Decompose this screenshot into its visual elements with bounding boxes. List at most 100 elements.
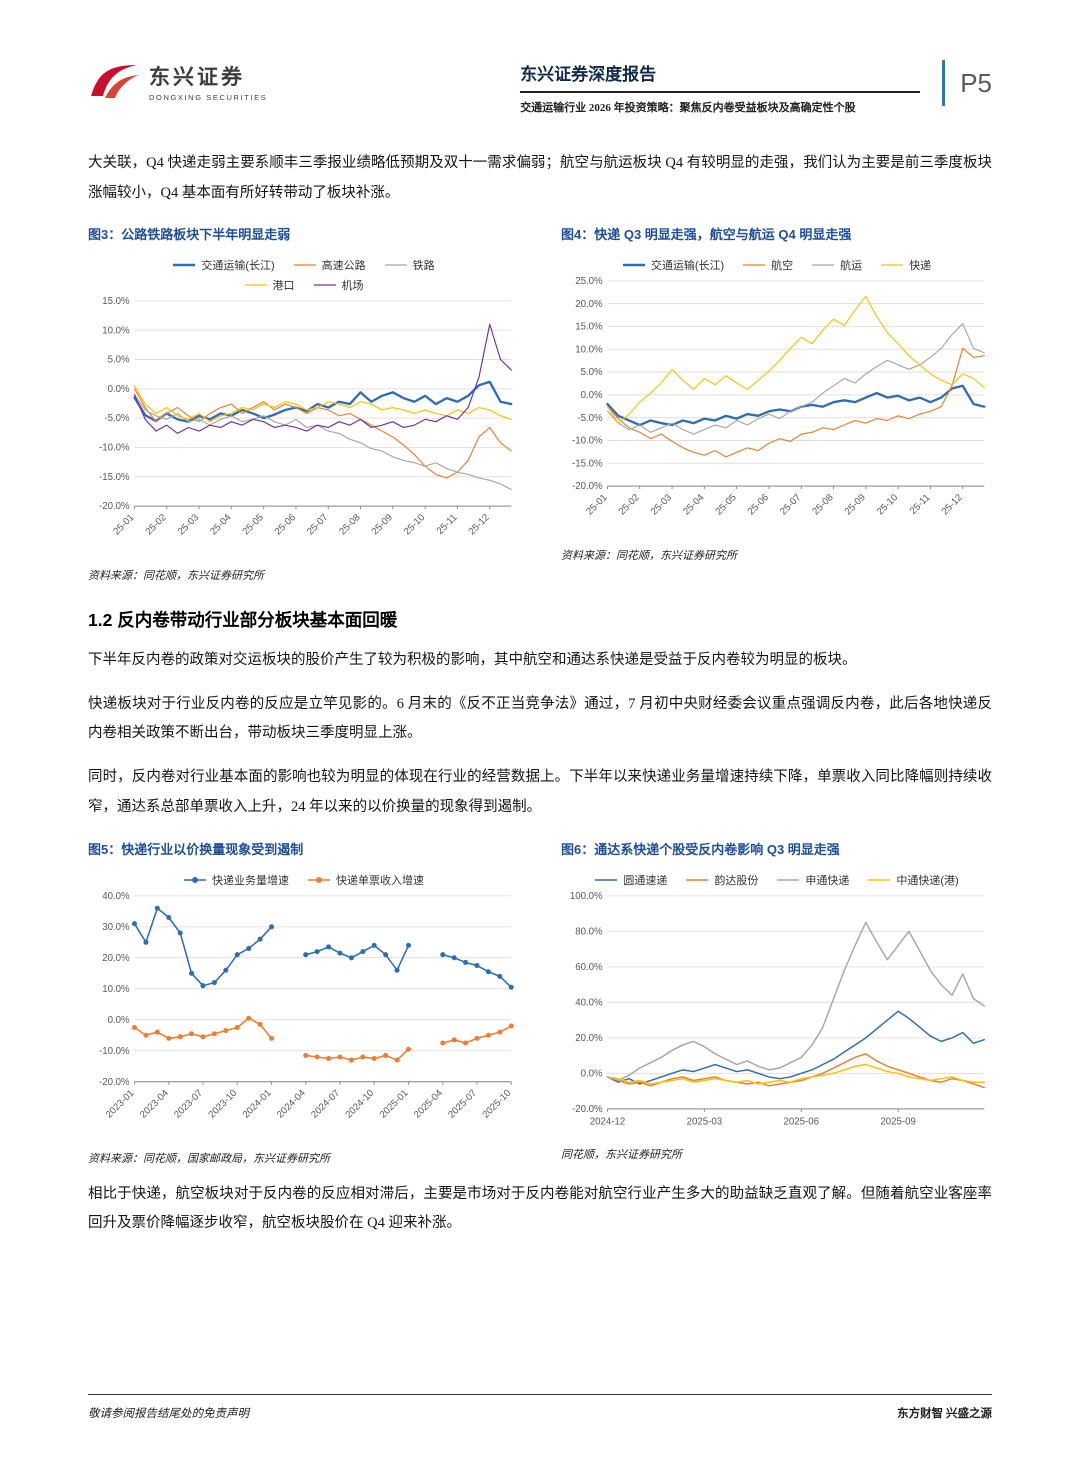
legend-item: 快递业务量增速 (183, 872, 289, 888)
legend-line-icon (184, 876, 206, 883)
chart-svg: -20.0% -15.0% -10.0% -5.0% 0.0% 5.0% 10.0% 15.0… (572, 276, 986, 518)
svg-text:2024-04: 2024-04 (275, 1087, 308, 1120)
legend-label: 交通运输(长江) (201, 260, 275, 273)
figure-5: 图5：快递行业以价换量现象受到遏制 快递业务量增速 快递单票收入增速 -20.0%… (88, 839, 519, 1166)
figure-5-source: 资料来源：同花顺，国家邮政局，东兴证券研究所 (88, 1152, 330, 1165)
page-footer: 敬请参阅报告结尾处的免责声明 东方财智 兴盛之源 (88, 1394, 992, 1421)
figure-4-title: 图4：快递 Q3 明显走强，航空与航运 Q4 明显走强 (561, 227, 852, 243)
svg-text:25-08: 25-08 (337, 513, 362, 538)
dongxing-logo: 东兴证券 DONGXING SECURITIES (88, 60, 267, 102)
svg-text:25-07: 25-07 (778, 493, 803, 518)
svg-text:-10.0%: -10.0% (99, 443, 130, 454)
legend-item: 快递单票收入增速 (307, 872, 424, 888)
svg-text:2025-03: 2025-03 (687, 1116, 723, 1127)
legend-line-icon (881, 264, 904, 267)
svg-text:2023-01: 2023-01 (104, 1087, 137, 1120)
legend-item: 港口 (244, 277, 295, 293)
legend-line-icon (812, 264, 835, 267)
section-heading-1-2: 1.2 反内卷带动行业部分板块基本面回暖 (88, 610, 398, 630)
svg-text:25-10: 25-10 (875, 493, 900, 518)
svg-text:2024-07: 2024-07 (309, 1087, 342, 1120)
legend-item: 交通运输(长江) (172, 257, 275, 273)
svg-text:25-04: 25-04 (208, 512, 234, 538)
svg-text:2025-04: 2025-04 (412, 1087, 445, 1120)
report-title-block: 东兴证券深度报告 交通运输行业 2026 年投资策略：聚焦反内卷受益板块及高确定… (520, 60, 921, 115)
svg-text:-20.0%: -20.0% (572, 1104, 603, 1115)
svg-text:25-03: 25-03 (176, 513, 201, 538)
svg-text:-15.0%: -15.0% (572, 459, 603, 470)
svg-text:0.0%: 0.0% (581, 390, 603, 401)
paragraph: 快递板块对于行业反内卷的反应是立竿见影的。6 月末的《反不正当竞争法》通过，7 … (88, 695, 992, 742)
svg-text:15.0%: 15.0% (575, 322, 603, 333)
svg-text:-10.0%: -10.0% (99, 1045, 130, 1056)
figure-5-line-chart: -20.0% -10.0% 0.0% 10.0% 20.0% 30.0% 40.0% 2023… (88, 890, 519, 1138)
page-header: 东兴证券 DONGXING SECURITIES 东兴证券深度报告 交通运输行业… (88, 60, 992, 115)
svg-text:25-12: 25-12 (467, 513, 492, 538)
svg-text:25-02: 25-02 (617, 493, 642, 518)
svg-text:-5.0%: -5.0% (577, 413, 603, 424)
svg-text:0.0%: 0.0% (108, 384, 130, 395)
chart-svg: -20.0% 0.0% 20.0% 40.0% 60.0% 80.0% 100.0% 2024… (570, 891, 985, 1127)
legend-label: 快递 (909, 260, 932, 273)
legend-line-icon (595, 878, 618, 881)
legend-label: 高速公路 (321, 260, 366, 273)
figure-3-line-chart: -20.0% -15.0% -10.0% -5.0% 0.0% 5.0% 10.0% 15.0… (88, 295, 519, 555)
figure-3-title: 图3：公路铁路板块下半年明显走弱 (88, 227, 291, 243)
svg-text:-10.0%: -10.0% (572, 436, 603, 447)
svg-text:-20.0%: -20.0% (99, 502, 130, 513)
paragraph: 大关联，Q4 快递走弱主要系顺丰三季报业绩略低预期及双十一需求偏弱；航空与航运板… (88, 155, 993, 201)
legend-item: 航运 (811, 257, 862, 273)
figure-3-source: 资料来源：同花顺，东兴证券研究所 (88, 570, 264, 582)
legend-label: 航空 (771, 260, 794, 273)
svg-text:-15.0%: -15.0% (99, 472, 130, 483)
legend-item: 中通快递(港) (867, 872, 959, 888)
logo-name-cn: 东兴证券 (149, 65, 245, 89)
footer-slogan: 东方财智 兴盛之源 (897, 1408, 992, 1420)
figure-4-line-chart: -20.0% -15.0% -10.0% -5.0% 0.0% 5.0% 10.0% 15.0… (561, 275, 992, 535)
svg-text:40.0%: 40.0% (575, 997, 603, 1008)
svg-text:25-05: 25-05 (241, 513, 266, 538)
legend-label: 中通快递(港) (896, 874, 959, 887)
svg-text:25-10: 25-10 (402, 513, 427, 538)
svg-text:25-01: 25-01 (584, 493, 609, 518)
svg-text:20.0%: 20.0% (575, 299, 603, 310)
figure-6-title: 图6：通达系快递个股受反内卷影响 Q3 明显走强 (561, 841, 840, 857)
legend-item: 圆通速递 (594, 872, 667, 888)
report-body: 大关联，Q4 快递走弱主要系顺丰三季报业绩略低预期及双十一需求偏弱；航空与航运板… (88, 115, 992, 1253)
svg-text:2023-04: 2023-04 (138, 1087, 171, 1120)
svg-text:2024-10: 2024-10 (343, 1087, 376, 1120)
svg-text:25-09: 25-09 (843, 493, 868, 518)
svg-text:10.0%: 10.0% (102, 983, 130, 994)
footer-disclaimer: 敬请参阅报告结尾处的免责声明 (88, 1408, 249, 1420)
svg-text:25.0%: 25.0% (575, 276, 603, 287)
legend-label: 申通快递 (805, 874, 850, 887)
figure-6-source: 同花顺，东兴证券研究所 (561, 1148, 682, 1161)
svg-text:2025-01: 2025-01 (378, 1087, 411, 1120)
svg-text:25-06: 25-06 (746, 493, 771, 518)
legend-item: 机场 (313, 277, 364, 293)
svg-text:40.0%: 40.0% (102, 891, 130, 902)
figure-6-legend: 圆通速递 韵达股份 申通快递 中通快递(港) (561, 872, 992, 888)
svg-text:2025-06: 2025-06 (784, 1116, 820, 1127)
svg-text:15.0%: 15.0% (102, 296, 130, 307)
dongxing-logo-icon (91, 65, 138, 98)
legend-line-icon (308, 876, 330, 883)
chart-svg: -20.0% -10.0% 0.0% 10.0% 20.0% 30.0% 40.0% 2023… (99, 891, 514, 1120)
svg-text:25-05: 25-05 (714, 493, 739, 518)
svg-text:25-01: 25-01 (111, 513, 136, 538)
legend-line-icon (244, 284, 267, 287)
legend-line-icon (384, 264, 407, 267)
legend-label: 快递单票收入增速 (336, 874, 424, 887)
figure-4-legend: 交通运输(长江) 航空 航运 快递 (561, 257, 992, 273)
svg-text:25-12: 25-12 (940, 493, 965, 518)
svg-text:25-02: 25-02 (144, 513, 169, 538)
figure-5-title: 图5：快递行业以价换量现象受到遏制 (88, 841, 304, 857)
header-right: 东兴证券深度报告 交通运输行业 2026 年投资策略：聚焦反内卷受益板块及高确定… (520, 60, 992, 115)
figure-3: 图3：公路铁路板块下半年明显走弱 交通运输(长江) 高速公路 铁路 港口 机场 -20.… (88, 224, 519, 583)
svg-text:25-11: 25-11 (908, 493, 933, 518)
legend-line-icon (777, 878, 800, 881)
svg-text:2024-01: 2024-01 (241, 1087, 274, 1120)
svg-text:25-03: 25-03 (649, 493, 674, 518)
svg-text:25-09: 25-09 (370, 513, 395, 538)
legend-label: 机场 (341, 280, 364, 293)
